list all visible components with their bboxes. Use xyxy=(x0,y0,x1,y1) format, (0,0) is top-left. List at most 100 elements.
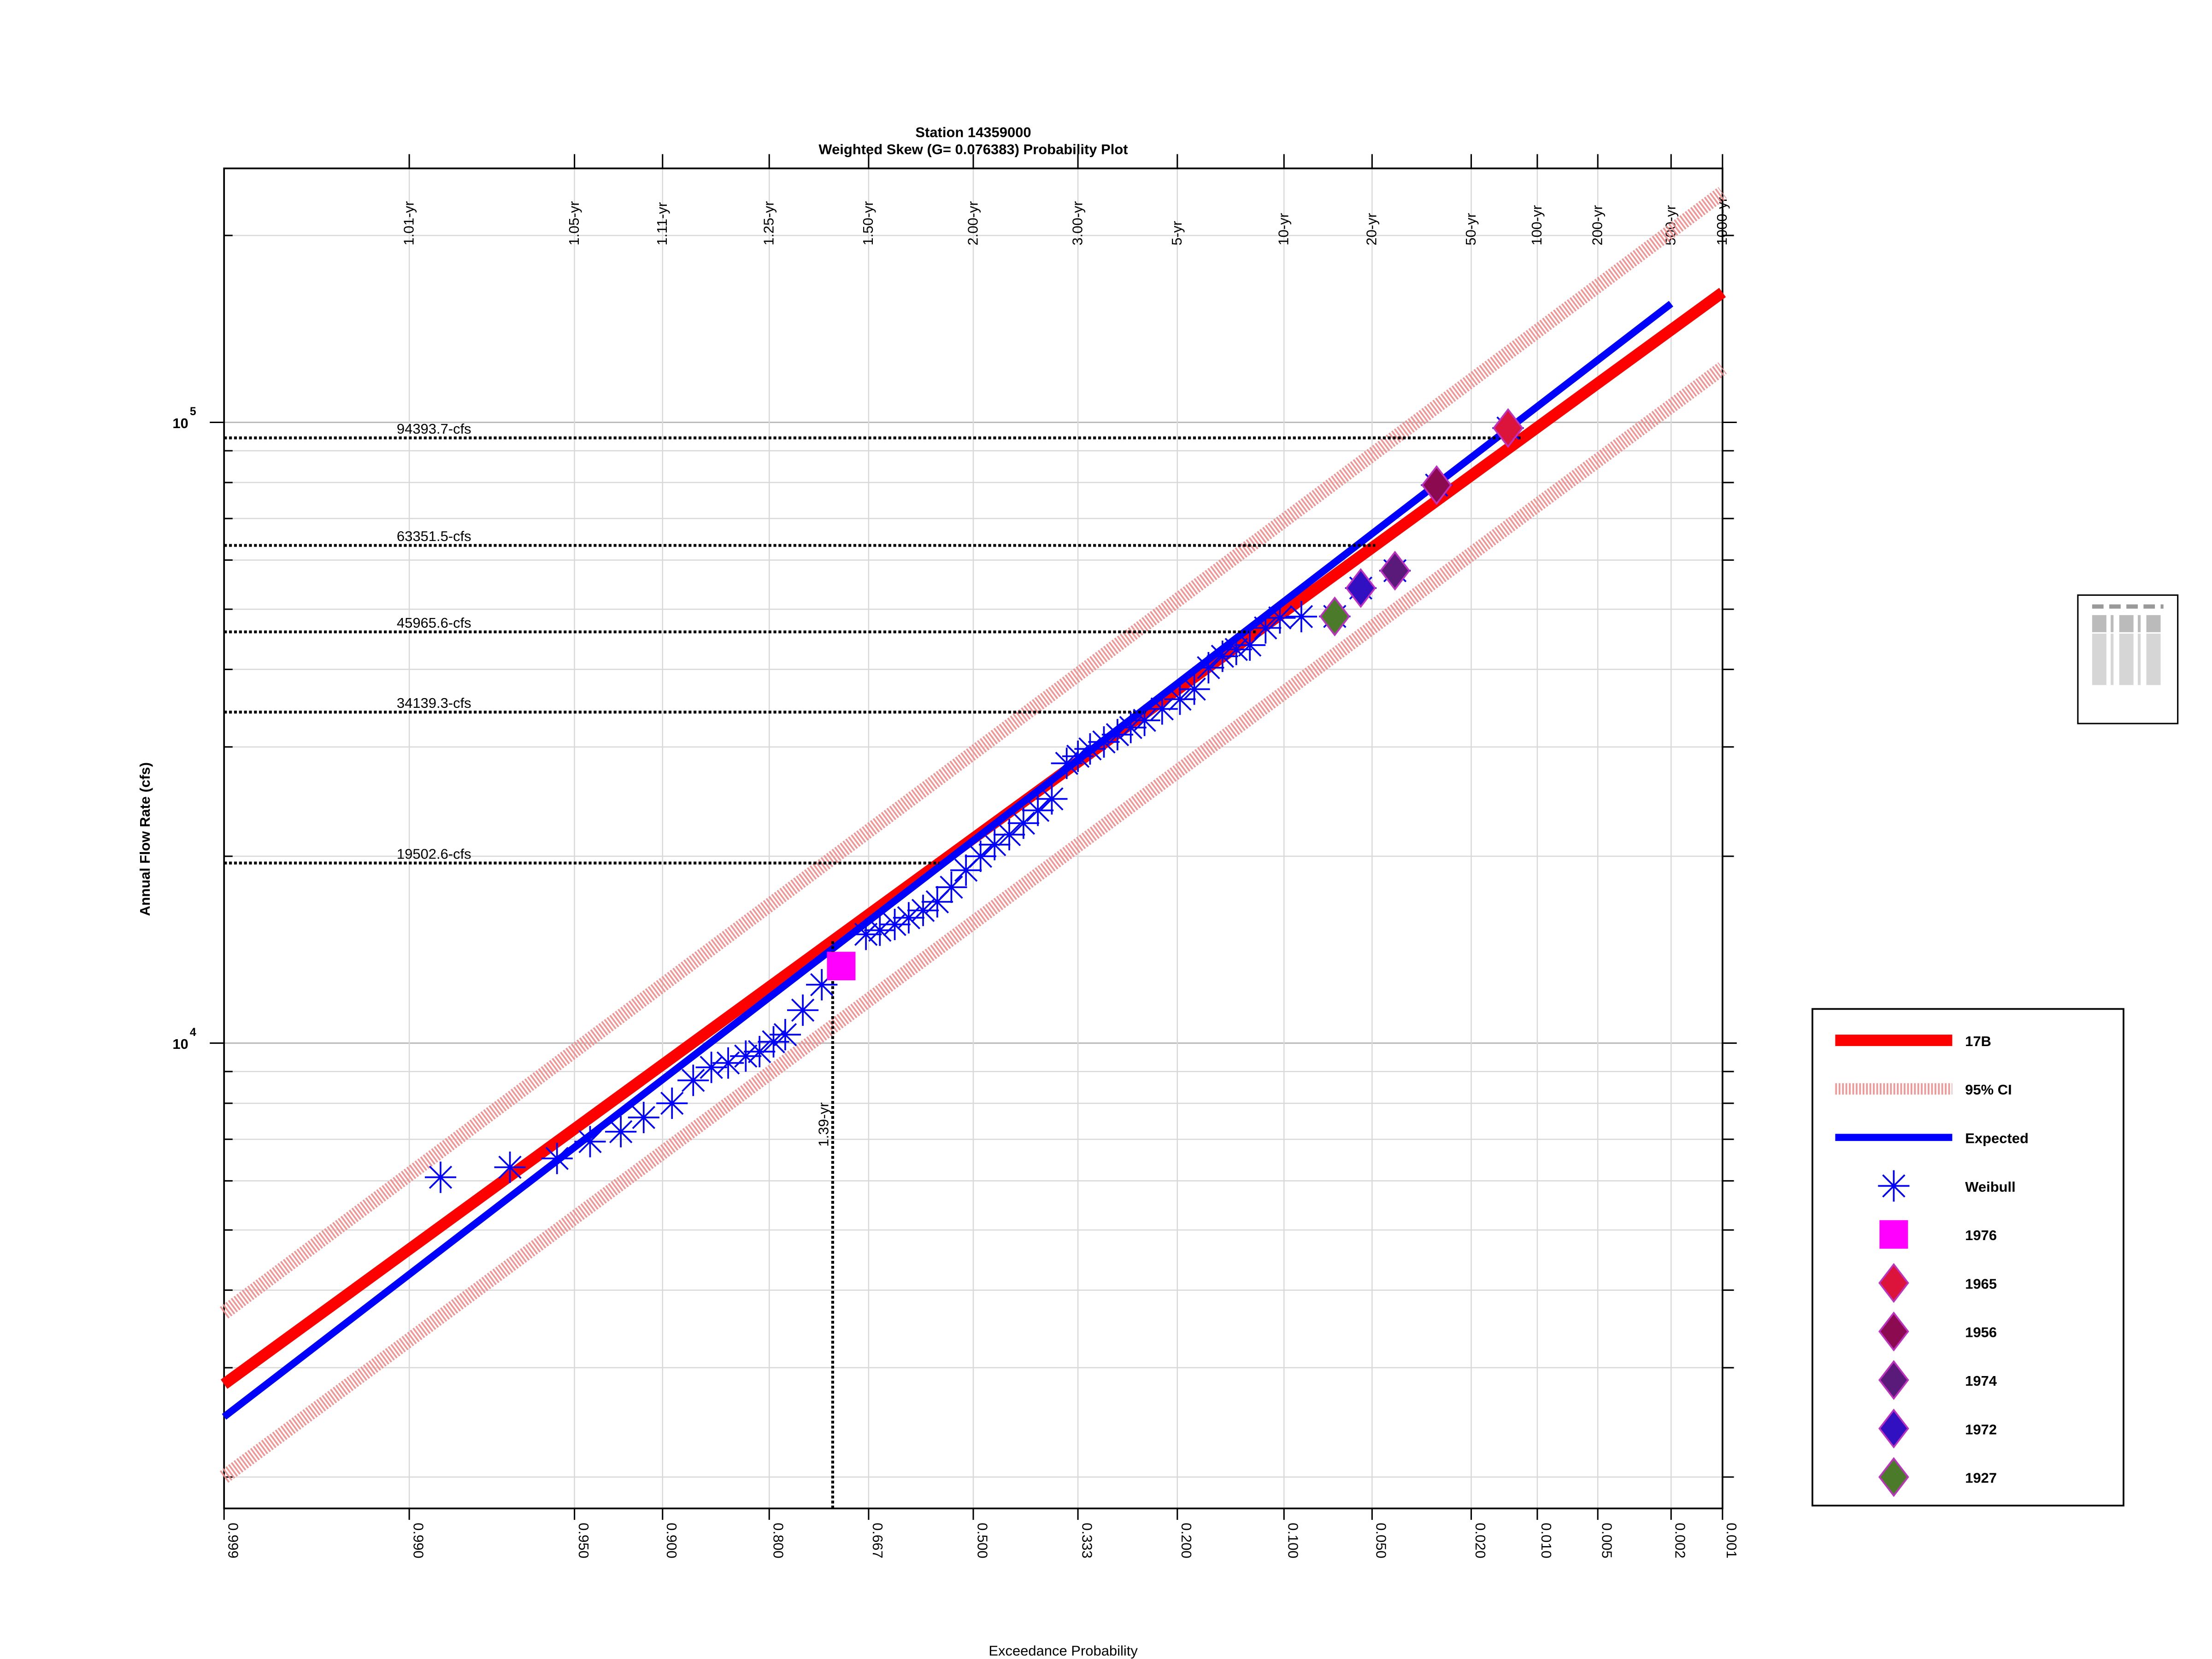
legend-marker xyxy=(1878,1263,1909,1303)
weibull-point xyxy=(965,840,996,872)
star-arm xyxy=(429,1165,453,1189)
weibull-point xyxy=(1036,783,1068,815)
weibull-point xyxy=(677,1065,709,1096)
star-arm xyxy=(969,844,992,868)
x-tick-label: 0.001 xyxy=(1724,1523,1740,1558)
x-tick-label: 0.100 xyxy=(1285,1523,1301,1558)
weibull-point xyxy=(787,994,819,1026)
top-tick-label: 20-yr xyxy=(1364,213,1380,246)
weibull-point xyxy=(1206,641,1238,672)
weibull-point xyxy=(541,1142,573,1174)
weibull-point xyxy=(1146,693,1178,725)
y-axis-label: Annual Flow Rate (cfs) xyxy=(137,762,153,916)
top-tick-label: 1.01-yr xyxy=(400,201,417,245)
weibull-point xyxy=(879,908,911,941)
top-tick-label: 200-yr xyxy=(1589,205,1605,246)
star-arm xyxy=(1040,787,1064,811)
star-arm xyxy=(1197,656,1220,680)
legend-marker xyxy=(1878,1457,1909,1497)
star-arm xyxy=(1238,633,1262,657)
top-tick-label: 1.05-yr xyxy=(566,201,582,245)
x-tick-label: 0.010 xyxy=(1538,1523,1554,1558)
weibull-point xyxy=(935,871,967,903)
weibull-point xyxy=(1022,794,1054,826)
star-arm xyxy=(700,1056,723,1079)
star-arm xyxy=(791,998,815,1022)
weibull-point xyxy=(605,1116,637,1147)
star-arm xyxy=(609,1120,633,1143)
square-point xyxy=(827,952,856,981)
x-tick-label: 0.005 xyxy=(1599,1523,1615,1558)
x-tick-label: 0.200 xyxy=(1178,1523,1194,1558)
x-tick-label: 0.800 xyxy=(771,1523,787,1558)
star-arm xyxy=(1289,605,1313,629)
star-arm xyxy=(1224,638,1248,661)
legend-marker xyxy=(1878,1408,1909,1449)
weibull-point xyxy=(424,1161,457,1193)
star-arm xyxy=(545,1147,569,1170)
weibull-point xyxy=(730,1040,762,1072)
plot-frame xyxy=(223,167,1724,1510)
legend-label: 1972 xyxy=(1965,1421,1997,1437)
star-arm xyxy=(1254,616,1277,640)
weibull-point xyxy=(1250,612,1282,644)
weibull-point xyxy=(1178,673,1210,705)
weibull-point xyxy=(695,1052,727,1083)
weibull-point xyxy=(574,1126,606,1158)
star-arm xyxy=(983,833,1006,857)
star-arm xyxy=(1168,688,1192,711)
star-arm xyxy=(854,923,878,946)
star-arm xyxy=(1012,812,1035,835)
top-tick-label: 3.00-yr xyxy=(1069,201,1085,245)
legend-marker xyxy=(1878,1170,1910,1202)
weibull-point xyxy=(907,894,939,926)
star-arm xyxy=(1150,697,1174,721)
legend-label: 17B xyxy=(1965,1033,1991,1049)
star-arm xyxy=(1133,708,1156,732)
star-arm xyxy=(911,899,935,922)
star-arm xyxy=(748,1040,771,1064)
star-arm xyxy=(1268,606,1292,629)
reference-label: 63351.5-cfs xyxy=(397,528,471,544)
y-tick-exponent: 5 xyxy=(190,406,196,418)
weibull-point xyxy=(1234,629,1266,661)
ci-line xyxy=(219,187,1727,1319)
star-arm xyxy=(1882,1174,1906,1198)
weibull-point xyxy=(1062,741,1094,772)
weibull-point xyxy=(1129,705,1160,736)
weibull-point xyxy=(1101,719,1133,751)
summary-table xyxy=(2077,594,2179,724)
top-tick-label: 2.00-yr xyxy=(965,201,981,245)
diamond-point xyxy=(1493,408,1524,448)
star-arm xyxy=(1182,677,1206,701)
star-arm xyxy=(632,1106,655,1130)
legend-marker xyxy=(1879,1220,1908,1249)
ci-line xyxy=(219,362,1727,1483)
top-tick-label: 1.50-yr xyxy=(860,201,876,245)
x-tick-label: 0.020 xyxy=(1472,1523,1488,1558)
x-tick-label: 0.999 xyxy=(225,1523,241,1558)
weibull-point xyxy=(1193,652,1224,683)
x-tick-label: 0.002 xyxy=(1672,1523,1688,1558)
reference-label: 94393.7-cfs xyxy=(397,421,471,437)
star-arm xyxy=(1026,799,1050,822)
weibull-point xyxy=(1164,683,1196,715)
diamond-point xyxy=(1319,596,1350,636)
legend-marker xyxy=(1878,1311,1909,1352)
x-tick-label: 0.950 xyxy=(576,1523,592,1558)
legend-label: 1974 xyxy=(1965,1373,1997,1389)
x-tick-label: 0.667 xyxy=(870,1523,886,1558)
diamond-point xyxy=(1379,551,1411,591)
star-arm xyxy=(682,1069,705,1092)
top-tick-label: 1.11-yr xyxy=(654,202,670,246)
legend-label: 1976 xyxy=(1965,1227,1997,1243)
star-arm xyxy=(868,918,892,942)
x-tick-label: 0.500 xyxy=(974,1523,990,1558)
y-tick-exponent: 4 xyxy=(190,1026,196,1039)
weibull-point xyxy=(1285,600,1317,633)
weibull-point xyxy=(864,914,896,946)
star-arm xyxy=(773,1023,797,1047)
reference-label: 45965.6-cfs xyxy=(397,615,471,631)
star-arm xyxy=(660,1091,684,1115)
